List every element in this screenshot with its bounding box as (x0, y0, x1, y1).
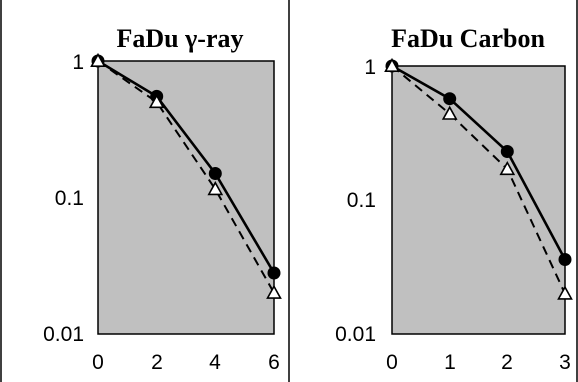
data-point-circle (443, 92, 457, 106)
data-point-triangle (557, 285, 573, 300)
data-point-triangle (499, 160, 516, 176)
data-point-triangle (384, 57, 400, 72)
y-tick-label: 0.1 (347, 189, 376, 212)
data-point-triangle (207, 181, 224, 196)
data-point-triangle (90, 52, 106, 67)
x-tick-label: 4 (209, 351, 221, 374)
series-line-solid (97, 59, 276, 274)
x-tick-label: 0 (92, 351, 104, 374)
series-layer (90, 52, 282, 299)
y-tick-label: 1 (72, 51, 84, 74)
data-point-triangle (441, 105, 458, 120)
y-axis-ticks: 1 0.1 0.01 (43, 51, 84, 346)
x-tick-label: 2 (501, 351, 513, 374)
series-line-solid (391, 64, 567, 261)
x-tick-label: 2 (151, 351, 163, 374)
y-tick-label: 0.1 (55, 187, 84, 210)
y-tick-label: 0.01 (335, 323, 376, 346)
data-point-circle (558, 253, 572, 266)
series-layer (384, 57, 573, 300)
x-tick-label: 0 (386, 351, 398, 374)
x-tick-label: 6 (268, 351, 280, 374)
panel-fadu-carbon: 1 0.1 0.01 0 1 2 3 FaDu Carbon (335, 24, 573, 374)
plot-area (391, 65, 566, 335)
chart-title: FaDu γ-ray (117, 24, 244, 53)
plot-area (97, 60, 275, 335)
y-axis-ticks: 1 0.1 0.01 (335, 56, 376, 346)
x-axis-ticks: 0 1 2 3 (386, 351, 571, 374)
x-axis-ticks: 0 2 4 6 (92, 351, 280, 374)
x-tick-label: 1 (444, 351, 456, 374)
y-tick-label: 1 (364, 56, 376, 79)
data-point-triangle (148, 93, 165, 109)
series-line-dashed (97, 60, 275, 294)
data-point-circle (208, 167, 222, 180)
panel-fadu-gamma-ray: 1 0.1 0.01 0 2 4 6 FaDu γ-ray (43, 24, 282, 374)
series-line-dashed (391, 65, 566, 295)
data-point-triangle (266, 284, 282, 299)
data-point-circle (500, 145, 514, 158)
chart-title: FaDu Carbon (391, 24, 545, 53)
y-tick-label: 0.01 (43, 323, 84, 346)
data-point-circle (267, 266, 281, 280)
x-tick-label: 3 (559, 351, 571, 374)
